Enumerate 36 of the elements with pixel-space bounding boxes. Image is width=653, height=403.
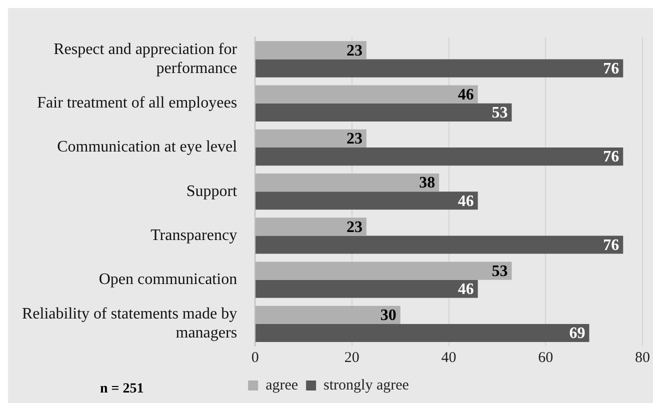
data-label: 76 — [603, 60, 620, 78]
y-tick-label: Fair treatment of all employees — [37, 94, 238, 112]
bar — [256, 59, 624, 78]
text: n = 251 — [100, 382, 144, 397]
bar — [256, 280, 478, 298]
bar — [256, 324, 590, 342]
data-label: 76 — [603, 236, 620, 254]
y-tick-label: Open communication — [98, 271, 238, 288]
data-label: 30 — [380, 307, 396, 324]
data-label: 23 — [346, 218, 362, 236]
y-tick-label: Respect and appreciation for performance — [54, 40, 238, 78]
y-tick-label: Communication at eye level — [57, 138, 238, 156]
x-tick-label: 20 — [344, 350, 360, 366]
x-tick-label: 0 — [251, 350, 259, 366]
data-label: 46 — [458, 281, 474, 298]
data-label: 76 — [603, 148, 620, 166]
y-tick-label: Reliability of statements made by managers — [22, 306, 238, 342]
legend-label: strongly agree — [324, 377, 410, 394]
data-label: 53 — [492, 104, 508, 122]
data-label: 69 — [569, 325, 586, 342]
data-label: 23 — [346, 130, 362, 148]
bar — [256, 147, 624, 166]
y-tick-label: Transparency — [150, 226, 238, 244]
y-tick-label: Support — [186, 182, 238, 200]
bar — [256, 192, 478, 210]
data-label: 23 — [346, 42, 362, 60]
x-tick-label: 60 — [538, 350, 554, 366]
bar — [256, 236, 624, 254]
data-label: 53 — [492, 262, 508, 280]
data-label: 46 — [458, 192, 474, 210]
data-label: 46 — [458, 86, 474, 104]
legend-label: agree — [266, 377, 298, 394]
data-label: 38 — [419, 174, 436, 192]
x-tick-label: 40 — [441, 350, 456, 366]
bar — [256, 103, 512, 122]
x-tick-label: 80 — [635, 350, 650, 366]
